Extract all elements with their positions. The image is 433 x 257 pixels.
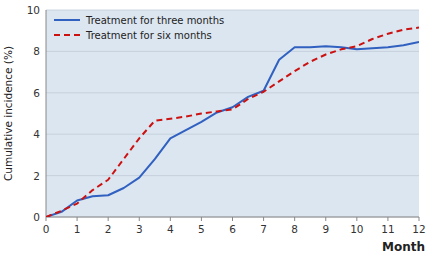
x-tick-label: 10 xyxy=(350,223,363,235)
x-tick-label: 11 xyxy=(381,223,394,235)
x-tick-label: 4 xyxy=(167,223,174,235)
x-tick xyxy=(201,217,202,221)
x-tick xyxy=(170,217,171,221)
x-tick-label: 0 xyxy=(43,223,50,235)
grid-line xyxy=(46,217,419,218)
y-tick-label: 10 xyxy=(27,4,40,16)
x-tick xyxy=(108,217,109,221)
legend-swatch xyxy=(54,19,80,21)
legend-label: Treatment for three months xyxy=(85,15,224,26)
x-tick xyxy=(139,217,140,221)
x-tick-label: 5 xyxy=(198,223,205,235)
x-tick xyxy=(419,217,420,221)
x-tick xyxy=(387,217,388,221)
x-tick-label: 6 xyxy=(229,223,236,235)
y-tick-label: 2 xyxy=(33,170,40,182)
grid-line xyxy=(46,175,419,176)
x-tick-label: 2 xyxy=(105,223,112,235)
x-tick xyxy=(46,217,47,221)
x-axis xyxy=(46,217,419,218)
x-tick xyxy=(325,217,326,221)
plot-background xyxy=(46,10,419,217)
y-tick-label: 8 xyxy=(33,45,40,57)
series-line xyxy=(46,42,419,217)
series-line xyxy=(46,28,419,217)
y-tick-label: 4 xyxy=(33,128,40,140)
grid-line xyxy=(46,92,419,93)
y-tick-label: 6 xyxy=(33,87,40,99)
legend-swatch xyxy=(54,34,80,36)
series-group xyxy=(46,28,419,217)
x-axis-label: Month xyxy=(382,240,425,254)
x-tick-label: 7 xyxy=(260,223,267,235)
x-tick xyxy=(356,217,357,221)
grid-line xyxy=(46,51,419,52)
y-tick-label: 0 xyxy=(33,211,40,223)
grid-line xyxy=(46,134,419,135)
legend-label: Treatment for six months xyxy=(85,30,212,41)
x-tick xyxy=(77,217,78,221)
y-axis xyxy=(46,10,47,217)
x-tick xyxy=(294,217,295,221)
x-tick-label: 12 xyxy=(412,223,425,235)
x-tick xyxy=(232,217,233,221)
x-tick xyxy=(263,217,264,221)
grid-line xyxy=(46,10,419,11)
x-tick-label: 9 xyxy=(322,223,329,235)
x-tick-label: 8 xyxy=(291,223,298,235)
x-tick-label: 3 xyxy=(136,223,143,235)
x-tick-label: 1 xyxy=(74,223,81,235)
chart: 02468100123456789101112Treatment for thr… xyxy=(0,0,433,257)
y-axis-label: Cumulative incidence (%) xyxy=(2,46,14,181)
